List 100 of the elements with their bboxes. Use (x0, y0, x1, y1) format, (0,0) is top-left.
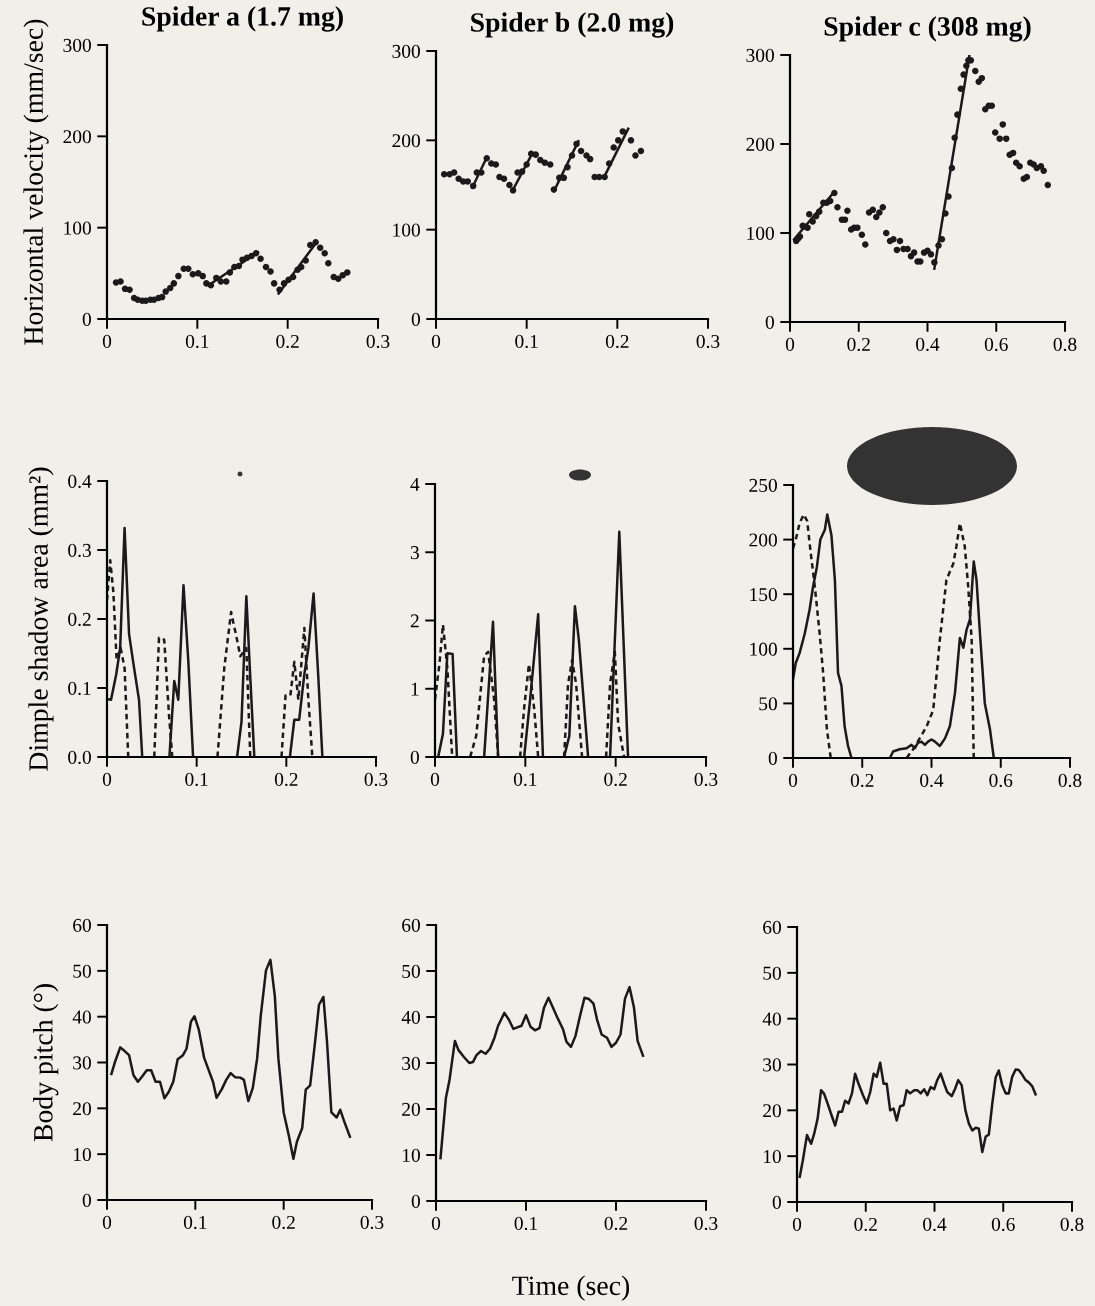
x-tick-label: 0.8 (1060, 1217, 1084, 1232)
point (546, 161, 554, 168)
point (560, 174, 568, 182)
y-tick-label: 100 (747, 226, 774, 240)
y-tick-label: 1 (411, 682, 419, 696)
y-tick-label: 50 (763, 966, 781, 980)
x-tick-label: 0.3 (694, 1216, 718, 1231)
y-tick-label: 0 (765, 315, 774, 329)
y-tick-label: 0 (82, 312, 91, 326)
y-tick-label: 50 (402, 964, 420, 978)
point (469, 182, 477, 190)
y-tick-label: 0 (411, 312, 420, 326)
point (564, 163, 571, 171)
x-tick-label: 0.6 (991, 1217, 1015, 1232)
y-tick-label: 250 (749, 478, 777, 492)
point (518, 168, 526, 175)
point (537, 156, 544, 164)
point (478, 169, 485, 176)
y-tick-label: 0 (768, 751, 777, 765)
x-tick-label: 0.3 (694, 772, 718, 787)
y-tick-label: 0.3 (68, 543, 91, 558)
y-tick-label: 150 (750, 588, 777, 602)
point (455, 175, 462, 182)
x-tick-label: 0.2 (605, 334, 629, 349)
point (226, 269, 234, 276)
x-tick-label: 0 (102, 772, 112, 786)
x-tick-label: 0.3 (364, 772, 388, 787)
y-tick-label: 300 (392, 44, 420, 58)
y-tick-label: 60 (402, 918, 420, 932)
y-axis-title: Dimple shadow area (mm²) (28, 467, 54, 771)
y-axis-title: Body pitch (°) (33, 984, 59, 1142)
point (306, 241, 314, 249)
point (166, 284, 174, 292)
y-tick-label: 10 (763, 1149, 781, 1164)
y-tick-label: 300 (746, 48, 774, 62)
point (117, 278, 124, 285)
y-tick-label: 60 (73, 918, 91, 932)
y-tick-label: 100 (393, 223, 420, 237)
y-tick-label: 0.0 (68, 750, 91, 765)
point (573, 140, 580, 148)
point (262, 263, 270, 271)
y-tick-label: 0 (772, 1195, 781, 1209)
x-tick-label: 0 (785, 337, 795, 351)
point (523, 161, 530, 168)
y-tick-label: 0.2 (68, 612, 91, 627)
point (276, 286, 283, 294)
point (464, 178, 471, 185)
point (605, 160, 613, 167)
x-tick-label: 0.1 (183, 1215, 207, 1230)
point (500, 175, 508, 182)
y-tick-label: 60 (763, 920, 781, 934)
x-tick-label: 0.4 (916, 337, 940, 352)
point (550, 186, 558, 193)
point (541, 159, 549, 166)
line-series (110, 958, 352, 1160)
x-tick-label: 0.4 (920, 773, 944, 788)
chart-title: Spider a (1.7 mg) (142, 6, 343, 32)
point (280, 280, 288, 287)
point (289, 273, 297, 281)
point (568, 152, 576, 159)
x-tick-label: 0.6 (984, 337, 1008, 352)
point (483, 154, 491, 162)
x-tick-label: 0.2 (276, 334, 299, 349)
x-tick-label: 0.6 (989, 773, 1013, 788)
y-tick-label: 0 (410, 750, 419, 764)
point (492, 161, 500, 168)
point (297, 263, 305, 271)
point (637, 147, 645, 155)
point (302, 257, 309, 264)
x-tick-label: 0 (788, 773, 798, 787)
point (126, 286, 133, 294)
point (627, 137, 635, 144)
y-tick-label: 200 (749, 533, 777, 547)
chart-title: Spider c (308 mg) (824, 16, 1031, 42)
x-tick-label: 0.1 (513, 772, 537, 787)
x-tick-label: 0 (431, 1216, 441, 1230)
x-tick-label: 0.2 (274, 772, 298, 787)
point (316, 244, 324, 252)
x-axis-title: Time (sec) (512, 1275, 630, 1301)
point (162, 288, 169, 295)
x-tick-label: 0.8 (1053, 337, 1077, 352)
x-tick-label: 0.2 (604, 772, 627, 787)
y-tick-label: 20 (763, 1104, 781, 1118)
x-tick-label: 0.2 (847, 337, 870, 352)
point (185, 265, 192, 273)
y-tick-label: 0 (411, 1194, 420, 1208)
line-series (798, 1061, 1037, 1179)
x-tick-label: 0.1 (185, 334, 209, 349)
point (158, 293, 166, 301)
point (222, 278, 230, 285)
point (610, 144, 617, 151)
point (257, 255, 264, 262)
point (632, 152, 639, 159)
point (614, 137, 622, 144)
x-tick-label: 0.3 (360, 1215, 384, 1230)
point (217, 278, 225, 285)
x-tick-label: 0.3 (696, 334, 720, 349)
point (312, 239, 319, 246)
x-tick-label: 0.3 (366, 334, 390, 349)
y-tick-label: 40 (401, 1010, 420, 1024)
